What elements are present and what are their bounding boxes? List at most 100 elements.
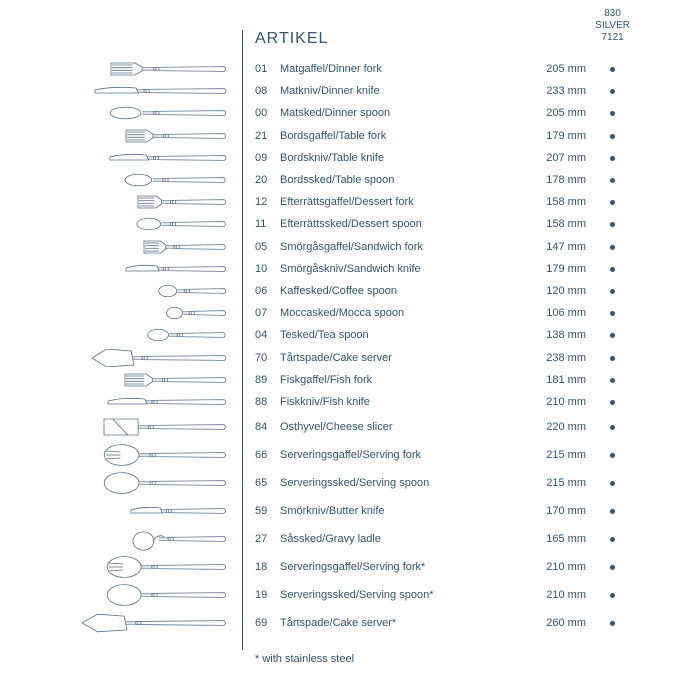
- item-available: [590, 107, 635, 119]
- item-available: [590, 329, 635, 341]
- table-row: 12Efterrättsgaffel/Dessert fork158 mm: [255, 191, 635, 213]
- item-code: 27: [255, 533, 280, 545]
- cutlery-icon: [80, 58, 235, 80]
- item-code: 89: [255, 374, 280, 386]
- cutlery-icon: [80, 280, 235, 302]
- column-header-silver: 830 SILVER 7121: [595, 8, 630, 44]
- dot-icon: [610, 400, 615, 405]
- item-size: 147 mm: [521, 241, 590, 253]
- item-code: 09: [255, 152, 280, 164]
- table-row: 11Efterrättssked/Dessert spoon158 mm: [255, 213, 635, 235]
- item-name: Efterrättssked/Dessert spoon: [280, 218, 521, 230]
- table-row: 84Osthyvel/Cheese slicer220 mm: [255, 413, 635, 441]
- item-available: [590, 421, 635, 433]
- cutlery-icon: [80, 609, 235, 637]
- item-code: 88: [255, 396, 280, 408]
- cutlery-icon: [80, 497, 235, 525]
- table-row: 20Bordssked/Table spoon178 mm: [255, 169, 635, 191]
- table-row: 04Tesked/Tea spoon138 mm: [255, 324, 635, 346]
- item-code: 18: [255, 561, 280, 573]
- item-name: Bordsgaffel/Table fork: [280, 130, 521, 142]
- item-code: 66: [255, 449, 280, 461]
- item-size: 158 mm: [521, 196, 590, 208]
- item-code: 00: [255, 107, 280, 119]
- item-code: 21: [255, 130, 280, 142]
- header-line-1: 830: [595, 8, 630, 20]
- item-code: 10: [255, 263, 280, 275]
- dot-icon: [610, 537, 615, 542]
- cutlery-icon: [80, 324, 235, 346]
- item-size: 170 mm: [521, 505, 590, 517]
- header-line-3: 7121: [595, 32, 630, 44]
- item-size: 210 mm: [521, 396, 590, 408]
- item-name: Smörgåskniv/Sandwich knife: [280, 263, 521, 275]
- item-name: Såssked/Gravy ladle: [280, 533, 521, 545]
- dot-icon: [610, 178, 615, 183]
- item-size: 215 mm: [521, 477, 590, 489]
- cutlery-icon: [80, 469, 235, 497]
- dot-icon: [610, 311, 615, 316]
- dot-icon: [610, 267, 615, 272]
- item-code: 69: [255, 617, 280, 629]
- table-row: 18Serveringsgaffel/Serving fork*210 mm: [255, 553, 635, 581]
- item-code: 05: [255, 241, 280, 253]
- item-size: 215 mm: [521, 449, 590, 461]
- item-name: Tårtspade/Cake server: [280, 352, 521, 364]
- dot-icon: [610, 89, 615, 94]
- item-name: Matsked/Dinner spoon: [280, 107, 521, 119]
- item-available: [590, 307, 635, 319]
- table-row: 00Matsked/Dinner spoon205 mm: [255, 102, 635, 124]
- dot-icon: [610, 245, 615, 250]
- cutlery-icon: [80, 80, 235, 102]
- item-code: 19: [255, 589, 280, 601]
- item-available: [590, 396, 635, 408]
- item-code: 08: [255, 85, 280, 97]
- dot-icon: [610, 378, 615, 383]
- cutlery-icon: [80, 102, 235, 124]
- item-name: Fiskgaffel/Fish fork: [280, 374, 521, 386]
- item-size: 179 mm: [521, 263, 590, 275]
- cutlery-icon: [80, 258, 235, 280]
- table-row: 08Matkniv/Dinner knife233 mm: [255, 80, 635, 102]
- cutlery-icon: [80, 581, 235, 609]
- table-row: 19Serveringssked/Serving spoon*210 mm: [255, 581, 635, 609]
- cutlery-icon: [80, 125, 235, 147]
- item-available: [590, 196, 635, 208]
- item-available: [590, 85, 635, 97]
- item-name: Fiskkniv/Fish knife: [280, 396, 521, 408]
- item-code: 59: [255, 505, 280, 517]
- item-code: 06: [255, 285, 280, 297]
- item-available: [590, 477, 635, 489]
- cutlery-icon: [80, 302, 235, 324]
- item-available: [590, 561, 635, 573]
- dot-icon: [610, 621, 615, 626]
- table-row: 65Serveringssked/Serving spoon215 mm: [255, 469, 635, 497]
- item-name: Tesked/Tea spoon: [280, 329, 521, 341]
- dot-icon: [610, 111, 615, 116]
- item-name: Serveringssked/Serving spoon*: [280, 589, 521, 601]
- divider-line: [242, 30, 243, 650]
- item-name: Serveringsgaffel/Serving fork*: [280, 561, 521, 573]
- item-name: Efterrättsgaffel/Dessert fork: [280, 196, 521, 208]
- item-name: Smörkniv/Butter knife: [280, 505, 521, 517]
- item-size: 260 mm: [521, 617, 590, 629]
- item-available: [590, 449, 635, 461]
- dot-icon: [610, 67, 615, 72]
- item-size: 138 mm: [521, 329, 590, 341]
- dot-icon: [610, 425, 615, 430]
- dot-icon: [610, 453, 615, 458]
- item-available: [590, 285, 635, 297]
- item-name: Osthyvel/Cheese slicer: [280, 421, 521, 433]
- item-size: 238 mm: [521, 352, 590, 364]
- cutlery-icon: [80, 413, 235, 441]
- cutlery-illustration-column: [80, 58, 235, 637]
- item-name: Tårtspade/Cake server*: [280, 617, 521, 629]
- table-row: 09Bordskniv/Table knife207 mm: [255, 147, 635, 169]
- item-code: 84: [255, 421, 280, 433]
- header-line-2: SILVER: [595, 20, 630, 32]
- footnote: * with stainless steel: [255, 653, 354, 665]
- dot-icon: [610, 156, 615, 161]
- cutlery-icon: [80, 553, 235, 581]
- item-size: 205 mm: [521, 63, 590, 75]
- cutlery-icon: [80, 191, 235, 213]
